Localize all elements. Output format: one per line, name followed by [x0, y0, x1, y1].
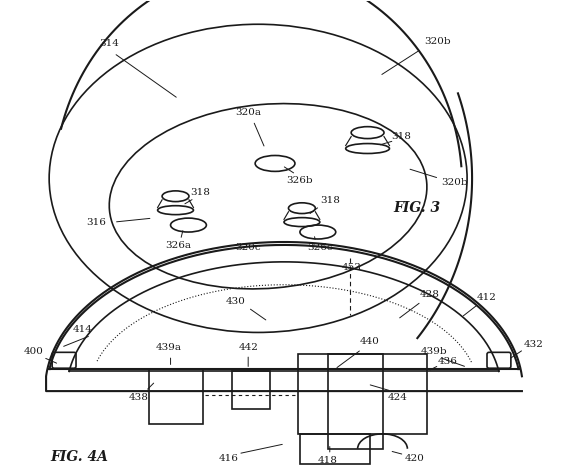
- Text: 432: 432: [524, 340, 544, 349]
- Text: 418: 418: [318, 456, 338, 465]
- Bar: [149, 369, 203, 424]
- Text: 430: 430: [225, 297, 245, 306]
- Text: 439a: 439a: [156, 343, 182, 352]
- Text: 424: 424: [387, 393, 407, 402]
- Text: FIG. 3: FIG. 3: [394, 201, 441, 215]
- Text: 320c: 320c: [235, 243, 261, 252]
- Text: 440: 440: [360, 337, 379, 346]
- Text: 326c: 326c: [307, 243, 333, 252]
- Text: 318: 318: [320, 196, 340, 205]
- Text: 316: 316: [86, 218, 106, 227]
- Text: 326a: 326a: [165, 241, 191, 250]
- Bar: [328, 354, 382, 449]
- Bar: [298, 354, 427, 434]
- Text: 420: 420: [404, 454, 424, 463]
- Text: 400: 400: [23, 347, 43, 356]
- Text: FIG. 4A: FIG. 4A: [50, 450, 108, 464]
- Text: 428: 428: [419, 290, 439, 299]
- Text: 439b: 439b: [421, 347, 448, 356]
- Text: 320a: 320a: [235, 108, 261, 117]
- Text: 416: 416: [218, 454, 238, 463]
- Text: 412: 412: [477, 293, 497, 302]
- Text: 318: 318: [391, 132, 411, 141]
- Bar: [232, 371, 270, 409]
- Bar: [300, 434, 370, 464]
- Text: 314: 314: [99, 39, 119, 48]
- Text: 436: 436: [437, 357, 457, 366]
- Text: 438: 438: [129, 393, 149, 402]
- Text: 318: 318: [190, 188, 210, 197]
- Text: 320b: 320b: [424, 37, 450, 46]
- Text: 320b: 320b: [441, 178, 467, 187]
- Text: 414: 414: [73, 325, 93, 334]
- Text: 326b: 326b: [287, 176, 313, 185]
- Text: 453: 453: [342, 263, 362, 272]
- Text: 442: 442: [238, 343, 258, 352]
